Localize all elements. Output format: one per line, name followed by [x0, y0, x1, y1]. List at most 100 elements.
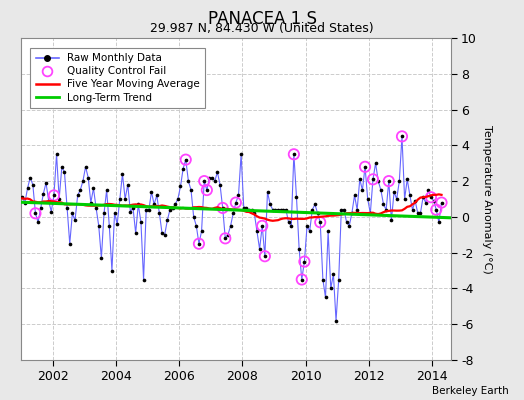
Point — [430, 198, 438, 204]
Point — [89, 185, 97, 192]
Point — [213, 169, 222, 175]
Point — [147, 189, 156, 195]
Point — [282, 206, 290, 213]
Point — [158, 230, 166, 236]
Point — [369, 176, 377, 182]
Point — [129, 205, 137, 211]
Point — [76, 187, 84, 193]
Point — [303, 223, 311, 229]
Point — [105, 223, 114, 229]
Point — [111, 210, 119, 216]
Point — [68, 210, 77, 216]
Point — [163, 217, 171, 224]
Point — [316, 219, 324, 226]
Point — [250, 210, 258, 216]
Point — [287, 223, 296, 229]
Point — [73, 192, 82, 199]
Point — [337, 206, 345, 213]
Point — [58, 164, 66, 170]
Point — [400, 196, 409, 202]
Point — [374, 178, 383, 184]
Point — [290, 151, 298, 158]
Point — [406, 192, 414, 199]
Y-axis label: Temperature Anomaly (°C): Temperature Anomaly (°C) — [483, 125, 493, 273]
Point — [308, 206, 316, 213]
Point — [398, 133, 406, 140]
Point — [385, 178, 393, 184]
Point — [358, 187, 367, 193]
Text: 29.987 N, 84.430 W (United States): 29.987 N, 84.430 W (United States) — [150, 22, 374, 35]
Point — [134, 201, 143, 208]
Point — [121, 196, 129, 202]
Point — [66, 240, 74, 247]
Point — [347, 210, 356, 216]
Point — [224, 232, 232, 238]
Point — [229, 210, 237, 216]
Point — [100, 210, 108, 216]
Point — [237, 151, 245, 158]
Point — [290, 151, 298, 158]
Point — [142, 206, 150, 213]
Point — [232, 199, 240, 206]
Point — [416, 210, 424, 216]
Point — [205, 174, 214, 181]
Point — [211, 178, 219, 184]
Point — [329, 271, 337, 277]
Point — [97, 255, 105, 261]
Point — [369, 176, 377, 182]
Point — [316, 219, 324, 226]
Point — [398, 133, 406, 140]
Point — [171, 201, 179, 208]
Point — [24, 185, 32, 192]
Point — [79, 178, 87, 184]
Point — [274, 206, 282, 213]
Point — [260, 253, 269, 260]
Point — [364, 196, 372, 202]
Point — [179, 165, 187, 172]
Point — [84, 174, 92, 181]
Point — [353, 206, 362, 213]
Point — [298, 276, 306, 283]
Point — [340, 206, 348, 213]
Point — [395, 178, 403, 184]
Point — [232, 199, 240, 206]
Point — [342, 219, 351, 226]
Point — [137, 219, 145, 226]
Point — [45, 198, 53, 204]
Point — [187, 187, 195, 193]
Point — [351, 192, 359, 199]
Point — [379, 201, 388, 208]
Point — [37, 205, 45, 211]
Point — [155, 210, 163, 216]
Point — [382, 206, 390, 213]
Point — [108, 267, 116, 274]
Point — [266, 201, 275, 208]
Point — [366, 210, 375, 216]
Point — [421, 199, 430, 206]
Point — [408, 206, 417, 213]
Point — [226, 223, 235, 229]
Text: Berkeley Earth: Berkeley Earth — [432, 386, 508, 396]
Point — [419, 194, 427, 200]
Point — [438, 199, 446, 206]
Point — [195, 240, 203, 247]
Point — [313, 210, 322, 216]
Point — [181, 156, 190, 163]
Point — [173, 196, 182, 202]
Text: PANACEA 1 S: PANACEA 1 S — [208, 10, 316, 28]
Point — [39, 190, 48, 197]
Point — [285, 219, 293, 226]
Point — [86, 199, 95, 206]
Point — [385, 178, 393, 184]
Point — [413, 210, 422, 216]
Point — [311, 201, 319, 208]
Point — [203, 187, 211, 193]
Point — [181, 156, 190, 163]
Point — [103, 187, 111, 193]
Point — [332, 318, 340, 324]
Point — [31, 210, 40, 216]
Point — [300, 258, 309, 265]
Point — [118, 171, 127, 177]
Point — [245, 206, 253, 213]
Point — [242, 205, 250, 211]
